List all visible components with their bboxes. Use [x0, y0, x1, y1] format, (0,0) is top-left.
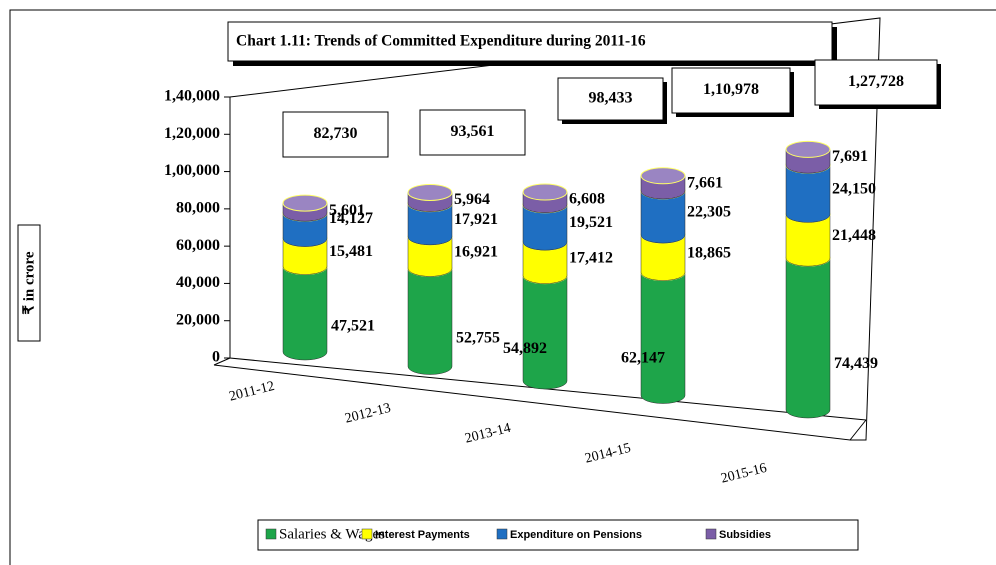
- y-label-box: [17, 224, 41, 342]
- y-tick-label: 1,40,000: [164, 88, 220, 105]
- bar-segment: [282, 212, 328, 247]
- total-label: 98,433: [589, 90, 633, 107]
- value-label: 62,147: [621, 349, 665, 366]
- segment-top: [282, 194, 328, 212]
- segment-top: [522, 183, 568, 201]
- bar-segment: [282, 238, 328, 275]
- bar-segment: [522, 204, 568, 251]
- value-label: 5,964: [454, 191, 490, 208]
- y-tick-label: 80,000: [176, 200, 220, 217]
- value-label: 15,481: [329, 243, 373, 260]
- value-label: 17,921: [454, 211, 498, 228]
- total-box: [419, 109, 526, 156]
- legend-label: Interest Payments: [375, 529, 470, 541]
- value-label: 21,448: [832, 227, 876, 244]
- legend-label: Subsidies: [719, 529, 771, 541]
- total-label: 82,730: [314, 125, 358, 142]
- value-label: 7,661: [687, 174, 723, 191]
- value-label: 6,608: [569, 191, 605, 208]
- y-tick-label: 0: [212, 349, 220, 366]
- bar-segment: [407, 236, 453, 277]
- value-label: 74,439: [834, 355, 878, 372]
- total-box: [557, 77, 664, 121]
- total-box: [282, 111, 389, 158]
- value-label: 5,601: [329, 202, 365, 219]
- segment-top: [640, 167, 686, 185]
- bar-segment: [785, 164, 831, 223]
- total-label: 93,561: [451, 123, 495, 140]
- total-label: 1,10,978: [703, 81, 759, 98]
- legend-swatch: [705, 528, 717, 540]
- bar-segment: [640, 190, 686, 244]
- y-tick-label: 60,000: [176, 237, 220, 254]
- y-tick-label: 1,00,000: [164, 162, 220, 179]
- bar-segment: [640, 234, 686, 281]
- segment-top: [407, 183, 453, 201]
- value-label: 18,865: [687, 244, 731, 261]
- y-tick-label: 1,20,000: [164, 125, 220, 142]
- legend-label: Expenditure on Pensions: [510, 529, 642, 541]
- title-box: [227, 21, 833, 62]
- value-label: 22,305: [687, 204, 731, 221]
- bar-segment: [407, 268, 453, 375]
- value-label: 7,691: [832, 148, 868, 165]
- value-label: 54,892: [503, 340, 547, 357]
- bar-segment: [640, 272, 686, 404]
- total-box: [814, 59, 938, 106]
- value-label: 47,521: [331, 317, 375, 334]
- bar-segment: [785, 214, 831, 267]
- legend: [257, 519, 859, 551]
- bar-segment: [522, 241, 568, 284]
- floor: [213, 364, 867, 441]
- y-axis-label: ₹ in crore: [21, 251, 37, 314]
- legend-swatch: [496, 528, 508, 540]
- bar-segment: [407, 203, 453, 246]
- legend-swatch: [361, 528, 373, 540]
- value-label: 16,921: [454, 243, 498, 260]
- total-box: [671, 67, 791, 114]
- value-label: 24,150: [832, 180, 876, 197]
- value-label: 17,412: [569, 250, 613, 267]
- segment-top: [785, 140, 831, 158]
- bar-segment: [785, 257, 831, 419]
- bar-segment: [522, 275, 568, 390]
- y-tick-label: 40,000: [176, 274, 220, 291]
- legend-label: Salaries & Wages: [279, 526, 385, 542]
- frame: [9, 9, 996, 565]
- floor-edge: [213, 357, 231, 366]
- value-label: 19,521: [569, 214, 613, 231]
- value-label: 14,127: [329, 210, 373, 227]
- total-label: 1,27,728: [848, 73, 904, 90]
- legend-swatch: [265, 528, 277, 540]
- bar-segment: [282, 266, 328, 361]
- y-tick-label: 20,000: [176, 311, 220, 328]
- chart-title: Chart 1.11: Trends of Committed Expendit…: [236, 33, 646, 50]
- value-label: 52,755: [456, 330, 500, 347]
